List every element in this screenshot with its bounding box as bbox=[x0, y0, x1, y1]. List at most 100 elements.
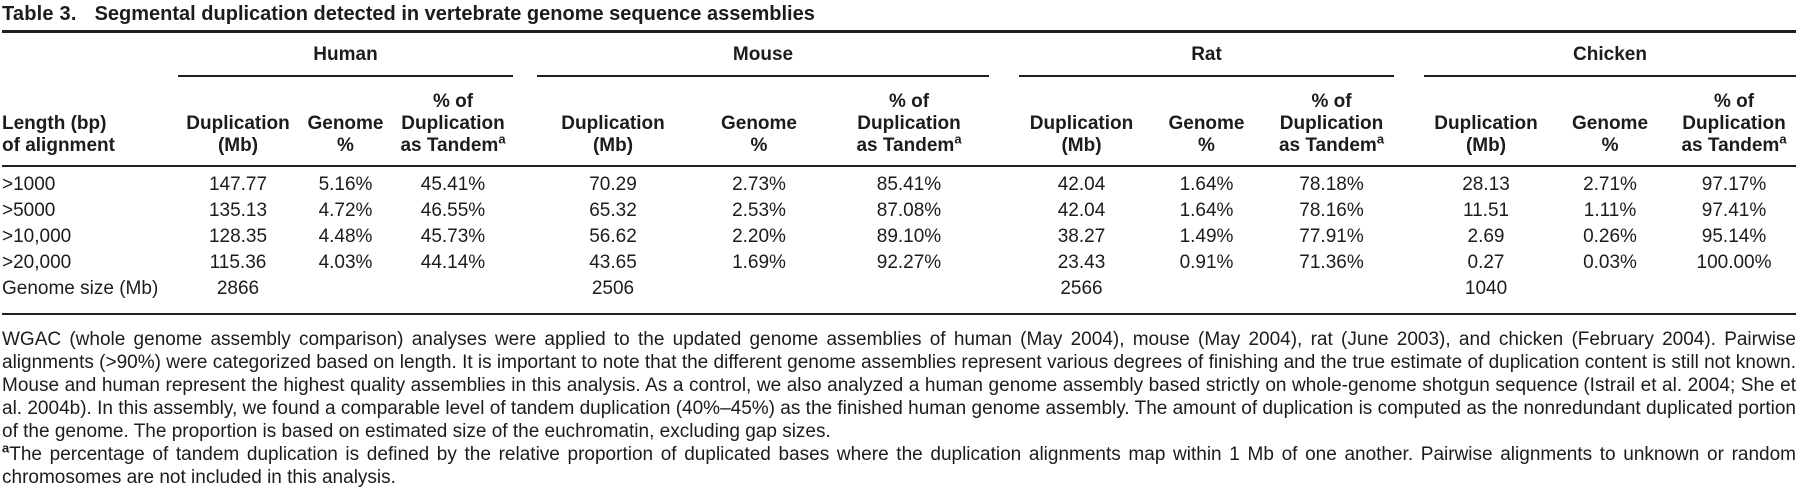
table-title: Table 3. Segmental duplication detected i… bbox=[2, 3, 1796, 33]
col-header-duplication-human: Duplication (Mb) bbox=[178, 76, 298, 167]
data-cell: 0.91% bbox=[1179, 252, 1234, 273]
data-cell: 5.16% bbox=[318, 174, 373, 195]
group-gap bbox=[989, 33, 1019, 76]
header-line: (Mb) bbox=[1465, 135, 1507, 156]
table-row: >20,000 115.36 4.03% 44.14% 43.65 1.69% … bbox=[2, 250, 1796, 276]
header-line: as Tandema bbox=[1269, 131, 1394, 157]
data-cell: 38.27 bbox=[1057, 226, 1106, 247]
group-header-row: Human Mouse Rat Chicken bbox=[2, 33, 1797, 77]
header-line: as Tandema bbox=[393, 133, 513, 157]
footnote-a-reference: a bbox=[1779, 131, 1787, 147]
table-row: >10,000 128.35 4.48% 45.73% 56.62 2.20% … bbox=[2, 224, 1796, 250]
data-cell: 97.17% bbox=[1701, 174, 1767, 195]
col-header-genome-chicken: Genome % bbox=[1548, 76, 1673, 167]
data-cell: 87.08% bbox=[876, 200, 942, 221]
header-line: Genome bbox=[1168, 113, 1245, 134]
data-cell: 2866 bbox=[178, 276, 298, 315]
data-cell: 85.41% bbox=[876, 174, 942, 195]
data-cell: 2506 bbox=[537, 276, 689, 315]
group-gap bbox=[989, 166, 1019, 198]
footnote-a-marker: a bbox=[2, 440, 10, 456]
data-cell: 70.29 bbox=[589, 174, 637, 195]
group-gap bbox=[989, 224, 1019, 250]
group-gap bbox=[989, 198, 1019, 224]
data-cell: 23.43 bbox=[1057, 252, 1106, 273]
col-header-tandem-chicken: % of Duplication as Tandema bbox=[1672, 76, 1797, 167]
header-line: Duplication bbox=[1279, 113, 1384, 134]
header-line: Duplication bbox=[857, 113, 961, 134]
data-cell: 0.03% bbox=[1583, 252, 1637, 273]
data-cell: 1.64% bbox=[1179, 200, 1234, 221]
header-line: (Mb) bbox=[1061, 135, 1102, 156]
footnote-a-reference: a bbox=[954, 131, 962, 147]
length-header-line1: Length (bp) bbox=[2, 113, 107, 134]
group-gap bbox=[1394, 76, 1425, 167]
data-cell: 45.73% bbox=[420, 226, 486, 247]
data-cell: 1.49% bbox=[1179, 226, 1234, 247]
header-line: % of bbox=[1713, 91, 1755, 112]
header-line: % of bbox=[432, 91, 474, 112]
footnote-a-reference: a bbox=[1376, 131, 1385, 147]
empty-cell bbox=[689, 276, 829, 315]
header-line: (Mb) bbox=[217, 135, 259, 156]
data-cell: 78.16% bbox=[1299, 200, 1364, 221]
group-gap bbox=[989, 276, 1019, 315]
group-gap bbox=[513, 250, 537, 276]
data-cell: 89.10% bbox=[876, 226, 942, 247]
data-cell: 4.48% bbox=[318, 226, 373, 247]
data-cell: 97.41% bbox=[1701, 200, 1767, 221]
table-caption: Segmental duplication detected in verteb… bbox=[94, 3, 815, 25]
data-cell: 2.73% bbox=[732, 174, 786, 195]
col-header-length: Length (bp) of alignment bbox=[2, 76, 178, 167]
table-row: >5000 135.13 4.72% 46.55% 65.32 2.53% 87… bbox=[2, 198, 1796, 224]
empty-cell bbox=[393, 276, 513, 315]
header-line: % of bbox=[1311, 91, 1352, 112]
data-cell: 0.27 bbox=[1467, 252, 1505, 273]
group-gap bbox=[989, 76, 1019, 167]
empty-cell bbox=[298, 276, 393, 315]
header-line: Duplication bbox=[186, 113, 290, 134]
data-cell: 77.91% bbox=[1299, 226, 1364, 247]
data-cell: 71.36% bbox=[1299, 252, 1364, 273]
header-line: Duplication bbox=[561, 113, 665, 134]
empty-cell bbox=[1144, 276, 1269, 315]
col-header-tandem-mouse: % of Duplication as Tandema bbox=[829, 76, 989, 167]
tandem-label: as Tandem bbox=[400, 135, 499, 156]
data-cell: 135.13 bbox=[208, 200, 268, 221]
data-cell: 1.69% bbox=[732, 252, 786, 273]
data-cell: 11.51 bbox=[1462, 200, 1510, 221]
genome-size-row: Genome size (Mb) 2866 2506 2566 1040 bbox=[2, 276, 1797, 315]
header-line: Genome bbox=[307, 113, 384, 134]
data-cell: 2.71% bbox=[1583, 174, 1637, 195]
data-cell: 1040 bbox=[1424, 276, 1549, 315]
header-line: % of bbox=[888, 91, 930, 112]
header-line: Genome bbox=[720, 113, 798, 134]
header-line: Duplication bbox=[1434, 113, 1538, 134]
tandem-label: as Tandem bbox=[856, 135, 955, 156]
row-label: >5000 bbox=[2, 200, 56, 221]
group-gap bbox=[513, 166, 537, 198]
group-gap bbox=[513, 76, 537, 167]
tandem-label: as Tandem bbox=[1681, 135, 1780, 156]
data-cell: 46.55% bbox=[420, 200, 486, 221]
col-header-genome-rat: Genome % bbox=[1144, 76, 1269, 167]
row-label: >10,000 bbox=[2, 226, 72, 247]
header-line: % bbox=[1601, 135, 1619, 156]
empty-cell bbox=[829, 276, 989, 315]
footnote-a: aThe percentage of tandem duplication is… bbox=[2, 440, 1796, 489]
data-cell: 4.72% bbox=[318, 200, 373, 221]
table-notes: WGAC (whole genome assembly comparison) … bbox=[2, 328, 1796, 489]
col-header-duplication-mouse: Duplication (Mb) bbox=[537, 76, 689, 167]
group-gap bbox=[513, 33, 537, 76]
general-note: WGAC (whole genome assembly comparison) … bbox=[2, 329, 1796, 442]
table-number: Table 3. bbox=[2, 3, 77, 25]
header-line: Duplication bbox=[401, 113, 505, 134]
data-cell: 128.35 bbox=[208, 226, 268, 247]
data-cell: 42.04 bbox=[1057, 174, 1106, 195]
data-cell: 78.18% bbox=[1299, 174, 1364, 195]
data-cell: 2566 bbox=[1019, 276, 1144, 315]
data-cell: 43.65 bbox=[589, 252, 637, 273]
row-label: >1000 bbox=[2, 174, 56, 195]
header-line: Duplication bbox=[1029, 113, 1134, 134]
col-header-duplication-rat: Duplication (Mb) bbox=[1019, 76, 1144, 167]
